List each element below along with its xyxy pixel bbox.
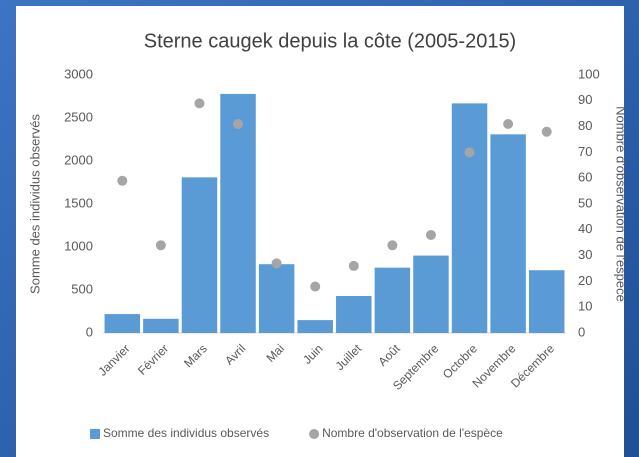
bar — [490, 134, 526, 333]
bar — [451, 103, 488, 333]
bar — [528, 270, 565, 333]
point — [155, 240, 166, 251]
y-tick-label: 2500 — [64, 109, 93, 124]
point — [464, 147, 475, 158]
bar — [297, 320, 333, 333]
point — [541, 126, 552, 137]
y2-tick-label: 90 — [578, 92, 592, 107]
point — [233, 119, 244, 130]
chart-panel — [16, 6, 624, 457]
y2-tick-label: 40 — [578, 221, 592, 236]
point — [348, 260, 359, 271]
bar — [220, 93, 256, 333]
point — [387, 240, 398, 251]
y-tick-label: 1500 — [64, 195, 93, 210]
chart-title: Sterne caugek depuis la côte (2005-2015) — [144, 30, 516, 52]
point — [425, 229, 436, 240]
y-axis-label: Somme des individus observés — [27, 114, 42, 294]
legend-swatch — [90, 429, 100, 439]
bar — [374, 267, 411, 333]
y2-tick-label: 20 — [578, 273, 592, 288]
y2-tick-label: 80 — [578, 118, 592, 133]
y2-tick-label: 70 — [578, 144, 592, 159]
bar — [104, 314, 141, 333]
point — [117, 175, 128, 186]
y2-tick-label: 0 — [578, 324, 585, 339]
y-tick-label: 1000 — [64, 238, 93, 253]
point — [503, 119, 514, 130]
legend-label: Nombre d'observation de l'espèce — [322, 426, 503, 440]
bar — [143, 318, 179, 333]
bar — [258, 264, 295, 333]
y2-tick-label: 10 — [578, 299, 592, 314]
y-tick-label: 0 — [86, 324, 93, 339]
y2-tick-label: 100 — [578, 66, 600, 81]
point — [310, 281, 321, 292]
point — [271, 258, 282, 269]
bar — [181, 177, 218, 333]
y2-tick-label: 50 — [578, 195, 592, 210]
legend-swatch — [309, 429, 320, 439]
point — [194, 98, 205, 109]
y2-tick-label: 60 — [578, 170, 592, 185]
y-tick-label: 3000 — [64, 66, 93, 81]
y2-axis-label: Nombre d'observation de l'espèce — [614, 106, 629, 302]
legend-label: Somme des individus observés — [103, 426, 269, 440]
y-tick-label: 500 — [71, 281, 93, 296]
bar — [336, 296, 372, 333]
y2-tick-label: 30 — [578, 247, 592, 262]
y-tick-label: 2000 — [64, 152, 93, 167]
bar — [413, 255, 449, 333]
